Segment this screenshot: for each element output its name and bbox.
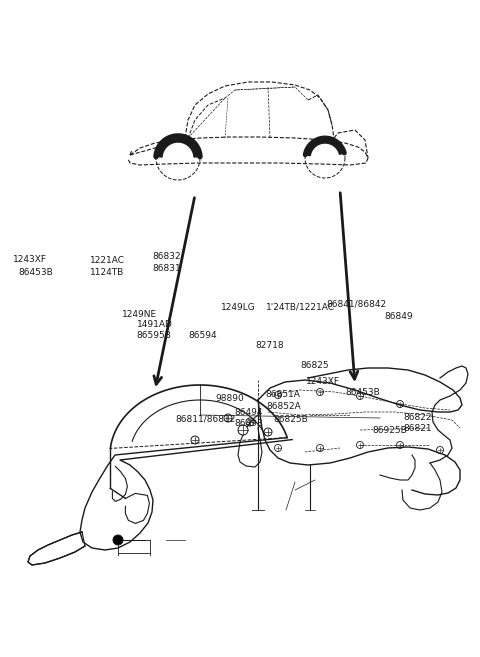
Text: 86822: 86822 (403, 413, 432, 422)
Text: 86831: 86831 (153, 263, 181, 273)
Text: 86832: 86832 (153, 252, 181, 261)
Text: 86825B: 86825B (274, 415, 308, 424)
Text: 1243XF: 1243XF (306, 376, 340, 386)
Text: 86841/86842: 86841/86842 (326, 299, 386, 308)
Text: 86811/86812: 86811/86812 (175, 415, 236, 424)
Text: 86594: 86594 (188, 330, 217, 340)
Text: 86825: 86825 (300, 361, 329, 370)
Text: 98890: 98890 (215, 394, 244, 403)
Text: 86453B: 86453B (346, 388, 380, 397)
Text: 86493: 86493 (234, 419, 263, 428)
Polygon shape (156, 136, 200, 157)
Text: 86453B: 86453B (18, 268, 53, 277)
Polygon shape (305, 138, 344, 156)
Text: 86494: 86494 (234, 408, 263, 417)
Text: 86595B: 86595B (137, 330, 172, 340)
Circle shape (238, 425, 248, 435)
Text: 1243XF: 1243XF (13, 255, 48, 264)
Polygon shape (128, 137, 368, 165)
Text: 1221AC: 1221AC (90, 256, 125, 265)
Text: 86849: 86849 (384, 312, 413, 321)
Text: 86851A: 86851A (265, 390, 300, 399)
Text: 1'24TB/1221AC: 1'24TB/1221AC (266, 303, 336, 312)
Text: 1491AD: 1491AD (137, 320, 173, 329)
Text: 1249LG: 1249LG (221, 303, 255, 312)
Text: 86852A: 86852A (266, 401, 301, 411)
Text: 86821: 86821 (403, 424, 432, 433)
Text: 1249NE: 1249NE (122, 309, 157, 319)
Text: 1124TB: 1124TB (90, 268, 124, 277)
Circle shape (113, 535, 123, 545)
Polygon shape (28, 532, 85, 565)
Text: 82718: 82718 (255, 341, 284, 350)
Text: 86925B: 86925B (372, 426, 407, 436)
